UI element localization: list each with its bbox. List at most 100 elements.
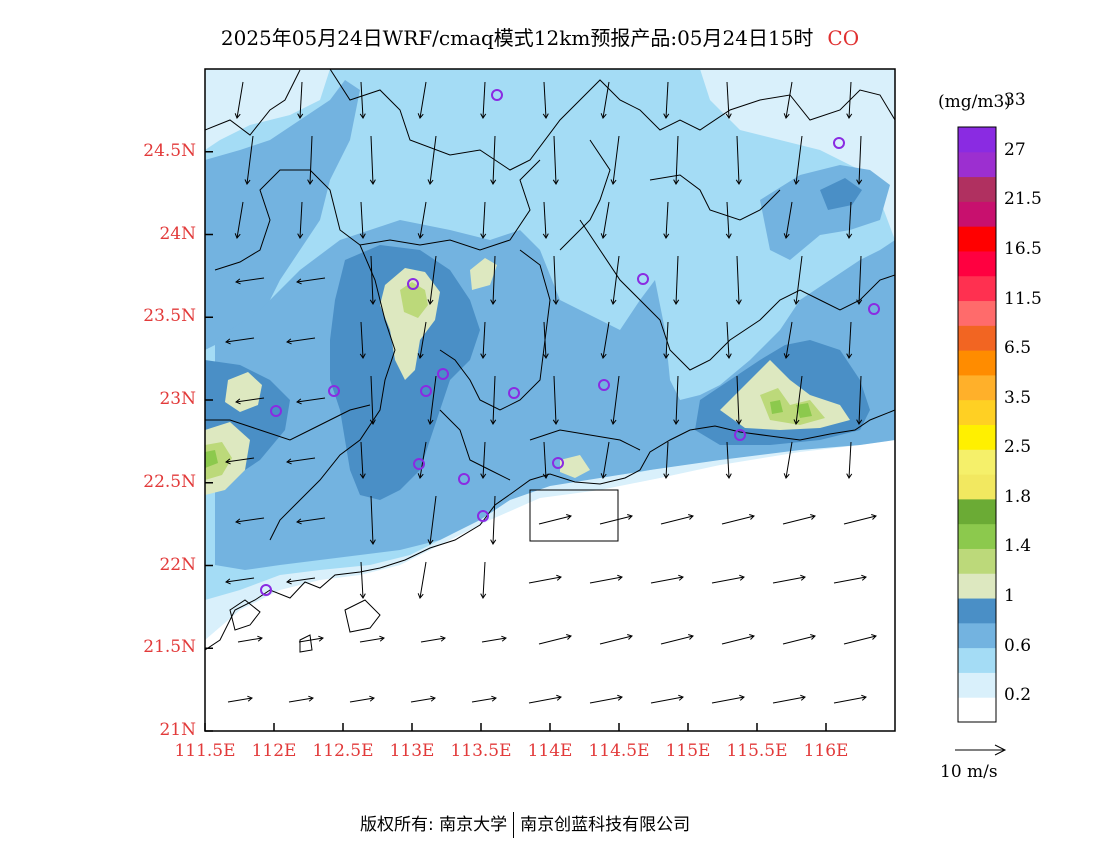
county-border-c xyxy=(439,249,551,411)
colorbar-label: 1.8 xyxy=(1004,486,1032,507)
coastline xyxy=(205,409,895,651)
county-border-b xyxy=(269,244,396,541)
lat-tick-label: 22N xyxy=(159,554,196,575)
county-border-h xyxy=(205,404,371,441)
colorbar-label: 6.5 xyxy=(1004,338,1032,359)
hongkong-box xyxy=(529,489,619,542)
level-1-field-west xyxy=(205,80,360,350)
map-title: 2025年05月24日WRF/cmaq模式12km预报产品:05月24日15时 C… xyxy=(0,22,1080,51)
lat-tick-label: 24N xyxy=(159,223,196,244)
copyright-footer: 版权所有: 南京大学 南京创蓝科技有限公司 xyxy=(360,810,690,838)
county-border-e xyxy=(559,139,611,251)
level-1-8-patch-b xyxy=(470,258,497,290)
lon-tick-label: 115E xyxy=(665,741,711,761)
station-marker xyxy=(734,429,746,441)
lon-tick-label: 113E xyxy=(389,741,435,761)
level-1-8-patch-c xyxy=(225,372,262,412)
colorbar-label: 1.4 xyxy=(1004,536,1032,557)
lon-tick-label: 114.5E xyxy=(588,741,650,761)
colorbar-label: 11.5 xyxy=(1004,288,1042,309)
lon-tick-label: 113.5E xyxy=(450,741,512,761)
station-marker xyxy=(508,387,520,399)
station-marker xyxy=(407,278,419,290)
colorbar-label: 21.5 xyxy=(1004,189,1042,210)
lat-tick-label: 23.5N xyxy=(143,306,196,327)
monitor-stations xyxy=(260,89,880,596)
station-marker xyxy=(270,405,282,417)
level-3-5-patch-a xyxy=(205,450,218,468)
colorbar-label: 27 xyxy=(1004,139,1026,160)
title-text: 2025年05月24日WRF/cmaq模式12km预报产品:05月24日15时 xyxy=(220,26,814,50)
lat-tick-label: 22.5N xyxy=(143,471,196,492)
island-outline-b xyxy=(344,599,381,633)
station-marker xyxy=(868,303,880,315)
station-marker xyxy=(637,273,649,285)
copyright-left: 版权所有: 南京大学 xyxy=(360,815,508,835)
colorbar-swatch xyxy=(958,573,996,599)
colorbar-label: 33 xyxy=(1004,90,1026,111)
colorbar-swatch xyxy=(958,325,996,351)
station-marker xyxy=(477,510,489,522)
colorbar-label: 16.5 xyxy=(1004,238,1042,259)
lon-tick-label: 112E xyxy=(251,741,297,761)
colorbar-swatch xyxy=(958,275,996,302)
level-2-5-patch-a xyxy=(400,282,428,318)
colorbar-unit: (mg/m3) xyxy=(938,92,1011,112)
colorbar-swatch xyxy=(958,672,996,698)
county-border-f xyxy=(649,174,781,221)
copyright-right: 南京创蓝科技有限公司 xyxy=(520,815,691,835)
reference-vector-label: 10 m/s xyxy=(940,762,998,782)
level-0-2-patch-ne xyxy=(700,69,895,240)
level-1-4-ne xyxy=(820,178,862,210)
lat-tick-label: 21N xyxy=(159,720,196,740)
pollutant-label: CO xyxy=(827,26,860,50)
colorbar-frame xyxy=(957,126,997,723)
lon-tick-label: 116E xyxy=(803,741,849,761)
station-marker xyxy=(437,368,449,380)
county-border-a xyxy=(214,159,541,271)
colorbar-swatch xyxy=(958,250,996,277)
lon-tick-label: 115.5E xyxy=(726,741,788,761)
station-marker xyxy=(491,89,503,101)
lon-tick-label: 112.5E xyxy=(312,741,374,761)
colorbar-swatch xyxy=(958,176,996,202)
concentration-field xyxy=(205,69,895,731)
province-border-north xyxy=(205,69,895,171)
station-marker xyxy=(260,584,272,596)
lon-tick-label: 111.5E xyxy=(174,741,236,761)
colorbar-label: 1 xyxy=(1004,586,1015,607)
station-marker xyxy=(328,385,340,397)
footer-separator xyxy=(513,812,515,838)
island-outline-c xyxy=(299,634,313,653)
station-marker xyxy=(552,457,564,469)
colorbar-label: 0.2 xyxy=(1004,685,1032,706)
reference-vector xyxy=(955,744,1007,756)
county-border-d xyxy=(579,219,895,371)
station-marker xyxy=(413,458,425,470)
station-marker xyxy=(458,473,470,485)
colorbar-swatch xyxy=(958,523,996,549)
colorbar-label: 0.6 xyxy=(1004,635,1032,656)
colorbar-swatch xyxy=(958,697,996,723)
colorbar-swatch xyxy=(958,151,996,178)
lat-tick-label: 24.5N xyxy=(143,140,196,161)
level-3-5-patch-c xyxy=(796,403,812,418)
colorbar-swatch xyxy=(958,498,996,525)
colorbar-swatch xyxy=(958,127,996,153)
island-outline-a xyxy=(229,599,261,631)
colorbar xyxy=(957,126,997,723)
colorbar-swatch xyxy=(958,449,996,475)
colorbar-swatch xyxy=(958,622,996,649)
boundary-lines xyxy=(205,69,895,653)
colorbar-swatch xyxy=(958,548,996,574)
colorbar-swatch xyxy=(958,201,996,227)
level-0-2-patch-north xyxy=(205,69,330,150)
county-border-g xyxy=(439,409,641,481)
level-3-5-patch-b xyxy=(770,400,783,414)
wind-vectors xyxy=(225,81,877,704)
lon-tick-label: 114E xyxy=(527,741,573,761)
level-1-8-patch-f xyxy=(560,455,590,478)
lat-tick-label: 23N xyxy=(159,389,196,409)
colorbar-swatch xyxy=(958,399,996,425)
